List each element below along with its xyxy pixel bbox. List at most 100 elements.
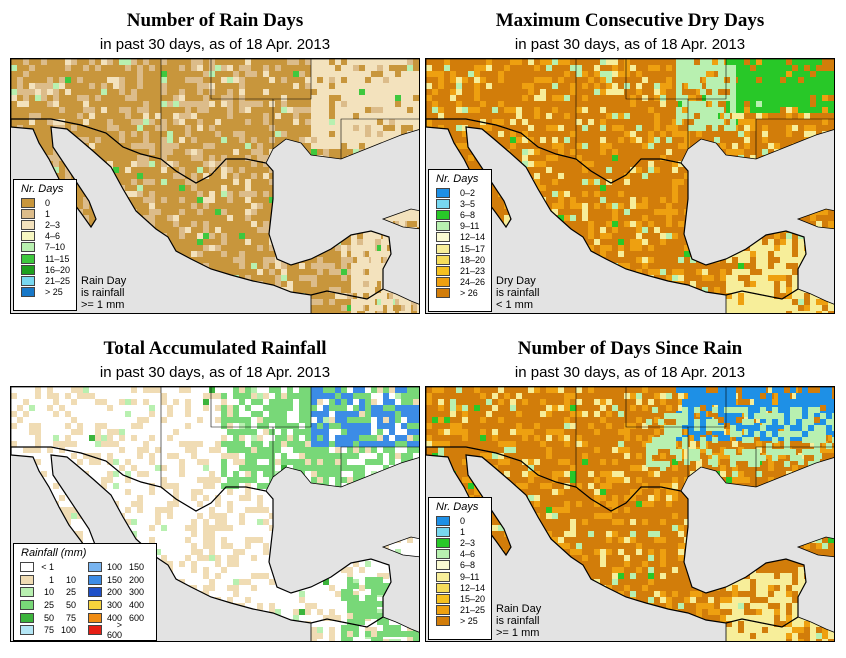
state-border bbox=[687, 387, 727, 477]
legend-label: 16–20 bbox=[45, 264, 71, 275]
legend-swatch bbox=[436, 232, 450, 243]
legend-label: 11–15 bbox=[45, 253, 70, 264]
legend-swatch bbox=[436, 537, 450, 548]
panel-title: Maximum Consecutive Dry Days bbox=[495, 10, 765, 31]
legend-swatch bbox=[436, 560, 450, 571]
legend-label: 9–11 bbox=[460, 571, 480, 582]
legend-label: 18–20 bbox=[460, 254, 486, 265]
legend-item: 150 200 bbox=[82, 574, 150, 587]
legend-swatch bbox=[436, 243, 450, 254]
legend: Nr. Days 0 1 2–3 4–6 6–8 9–11 12–14 15–20 21–25 >… bbox=[428, 497, 492, 640]
legend-item: 7–10 bbox=[14, 242, 76, 253]
legend-item: 400 600 bbox=[82, 611, 150, 624]
legend-item: 21–25 bbox=[14, 275, 76, 286]
legend-label: 15–17 bbox=[460, 243, 486, 254]
legend-title: Rainfall (mm) bbox=[21, 547, 87, 559]
legend-range-min: 150 bbox=[106, 574, 122, 585]
map-total-rainfall: Rainfall (mm) < 1 1 10 10 25 25 50 50 75 75 100 100… bbox=[10, 386, 420, 642]
legend-item: 1 bbox=[429, 526, 491, 537]
country-border bbox=[426, 446, 807, 628]
legend-range-min: 50 bbox=[43, 612, 54, 623]
legend-item: 12–14 bbox=[429, 232, 491, 243]
legend-swatch bbox=[436, 582, 450, 593]
legend-item: 50 75 bbox=[14, 611, 82, 624]
legend-item: 24–26 bbox=[429, 277, 491, 288]
legend-item: 12–14 bbox=[429, 582, 491, 593]
country-border bbox=[11, 446, 392, 628]
legend-item: > 26 bbox=[429, 288, 491, 299]
legend-item: 11–15 bbox=[14, 253, 76, 264]
legend-item: 16–20 bbox=[14, 264, 76, 275]
legend-label: 3–5 bbox=[460, 198, 476, 209]
legend-swatch bbox=[20, 600, 34, 611]
legend: Nr. Days 0–2 3–5 6–8 9–11 12–14 15–17 18–20 21–… bbox=[428, 169, 492, 312]
legend: Nr. Days 0 1 2–3 4–6 7–10 11–15 16–20 21–25 > 25 bbox=[13, 179, 77, 311]
country-border bbox=[725, 616, 834, 641]
legend-item: 4–6 bbox=[429, 549, 491, 560]
state-border bbox=[625, 59, 688, 100]
legend-label: > 25 bbox=[460, 616, 478, 627]
legend-title: Nr. Days bbox=[436, 501, 479, 513]
legend-range-min: 1 bbox=[48, 574, 54, 585]
legend-swatch bbox=[21, 275, 35, 286]
legend-range-max: 300 bbox=[128, 587, 144, 598]
legend-item: 25 50 bbox=[14, 599, 82, 612]
legend-item: 0 bbox=[14, 197, 76, 208]
legend-swatch bbox=[21, 219, 35, 230]
legend-item: 15–20 bbox=[429, 593, 491, 604]
legend-item: 15–17 bbox=[429, 243, 491, 254]
state-border bbox=[340, 446, 419, 487]
rainfall-legend-columns: < 1 1 10 10 25 25 50 50 75 75 100 100 150 150 200 200 30… bbox=[14, 561, 156, 641]
legend-item: 2–3 bbox=[429, 537, 491, 548]
legend-swatch bbox=[436, 254, 450, 265]
rain-day-note: Rain Day is rainfall >= 1 mm bbox=[81, 275, 127, 311]
legend-swatch bbox=[88, 574, 102, 585]
legend-item: 0–2 bbox=[429, 187, 491, 198]
legend-range-max: 400 bbox=[128, 600, 144, 611]
legend-range-max: 75 bbox=[65, 612, 76, 623]
legend-label: 9–11 bbox=[460, 221, 480, 232]
legend-label: 12–14 bbox=[460, 232, 486, 243]
country-border bbox=[725, 288, 834, 313]
legend-range-min: 300 bbox=[106, 600, 122, 611]
legend-label: > 25 bbox=[45, 287, 63, 298]
state-border bbox=[687, 59, 727, 149]
legend-item: > 25 bbox=[14, 287, 76, 298]
legend-label: 0–2 bbox=[460, 187, 476, 198]
legend-range-min: 75 bbox=[43, 625, 54, 636]
legend-range-min: < 1 bbox=[41, 562, 54, 573]
legend-swatch bbox=[21, 253, 35, 264]
country-border bbox=[796, 208, 834, 230]
legend-swatch bbox=[20, 574, 34, 585]
legend-label: 6–8 bbox=[460, 209, 476, 220]
legend-range-min: 25 bbox=[43, 600, 54, 611]
legend-label: 1 bbox=[45, 208, 51, 219]
rain-day-note: Rain Day is rainfall >= 1 mm bbox=[496, 603, 542, 639]
state-border bbox=[272, 387, 312, 477]
state-border bbox=[755, 446, 834, 487]
panel-title: Number of Rain Days bbox=[126, 10, 304, 31]
panel-subtitle: in past 30 days, as of 18 Apr. 2013 bbox=[99, 36, 331, 53]
legend-item: 300 400 bbox=[82, 599, 150, 612]
state-border bbox=[755, 118, 834, 159]
state-border bbox=[210, 387, 273, 428]
legend-range-min: 10 bbox=[43, 587, 54, 598]
legend-label: 2–3 bbox=[45, 219, 61, 230]
legend-label: 15–20 bbox=[460, 593, 486, 604]
legend-swatch bbox=[436, 515, 450, 526]
legend-item: 9–11 bbox=[429, 221, 491, 232]
legend-swatch bbox=[436, 593, 450, 604]
legend-swatch bbox=[436, 526, 450, 537]
legend-swatch bbox=[21, 231, 35, 242]
country-border bbox=[381, 208, 419, 230]
legend-item: 6–8 bbox=[429, 209, 491, 220]
legend-swatch bbox=[436, 605, 450, 616]
legend-item: 18–20 bbox=[429, 254, 491, 265]
legend-range-min: > 600 bbox=[106, 620, 122, 641]
legend-item: 2–3 bbox=[14, 219, 76, 230]
legend-swatch bbox=[436, 209, 450, 220]
legend-label: 21–25 bbox=[460, 605, 486, 616]
legend-range-max: 150 bbox=[128, 562, 144, 573]
legend-label: > 26 bbox=[460, 288, 478, 299]
dry-day-note: Dry Day is rainfall < 1 mm bbox=[496, 275, 540, 311]
